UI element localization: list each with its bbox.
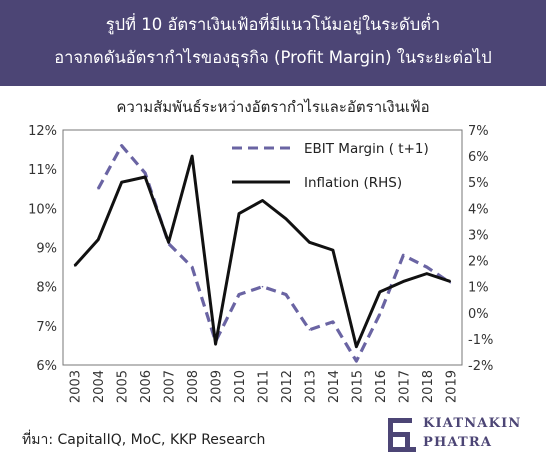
- ebit-margin-point: [402, 254, 405, 257]
- inflation-point: [238, 212, 240, 215]
- ebit-margin-point: [120, 144, 123, 147]
- y-right-tick-label: 6%: [468, 150, 489, 165]
- x-tick-label: 2012: [280, 370, 295, 403]
- x-tick-label: 2009: [210, 370, 225, 403]
- ebit-margin-point: [379, 313, 381, 315]
- kiatnakin-phatra-logo: KIATNAKIN PHATRA: [386, 414, 536, 458]
- inflation-point: [332, 249, 334, 251]
- inflation-point: [167, 241, 170, 244]
- y-left-tick-label: 7%: [36, 320, 57, 335]
- x-tick-label: 2019: [444, 370, 459, 403]
- inflation-point: [73, 264, 76, 267]
- legend-label: EBIT Margin ( t+1): [304, 141, 429, 157]
- x-tick-label: 2014: [327, 370, 342, 403]
- inflation-point: [120, 181, 123, 184]
- inflation-point: [144, 176, 146, 178]
- banner-title-line-2: อาจกดดันอัตรากำไรของธุรกิจ (Profit Margi…: [54, 48, 492, 67]
- x-tick-label: 2005: [116, 370, 131, 403]
- x-tick-label: 2016: [374, 370, 389, 403]
- inflation-point: [355, 345, 358, 348]
- plot-frame: [62, 129, 463, 366]
- y-right-tick-label: 7%: [468, 124, 489, 139]
- inflation-point: [261, 199, 264, 202]
- ebit-margin-point: [144, 172, 146, 174]
- ebit-margin-point: [191, 266, 193, 268]
- x-tick-label: 2007: [163, 370, 178, 403]
- x-tick-label: 2017: [397, 370, 412, 403]
- y-right-tick-label: 3%: [468, 228, 489, 243]
- inflation-point: [425, 272, 428, 275]
- ebit-margin-point: [425, 266, 428, 268]
- y-right-tick-label: 4%: [468, 202, 489, 217]
- legend-label: Inflation (RHS): [304, 175, 402, 191]
- y-right-tick-label: 0%: [468, 307, 489, 322]
- y-left-tick-label: 9%: [36, 242, 57, 257]
- inflation-point: [379, 291, 381, 293]
- y-left-tick-label: 12%: [28, 124, 57, 139]
- x-tick-label: 2015: [350, 370, 365, 403]
- y-left-tick-label: 6%: [36, 359, 57, 374]
- ebit-margin-point: [285, 293, 287, 296]
- inflation-point: [308, 241, 311, 244]
- y-left-tick-label: 8%: [36, 281, 57, 296]
- inflation-point: [449, 280, 452, 283]
- y-right-tick-label: 2%: [468, 255, 489, 270]
- inflation-point: [191, 155, 193, 157]
- y-left-tick-label: 10%: [28, 202, 57, 217]
- ebit-margin-point: [261, 285, 264, 288]
- x-tick-label: 2004: [92, 370, 107, 403]
- x-tick-label: 2010: [233, 370, 248, 403]
- x-tick-label: 2018: [421, 370, 436, 403]
- x-tick-label: 2008: [186, 370, 201, 403]
- ebit-margin-point: [238, 293, 240, 296]
- inflation-point: [402, 280, 405, 283]
- x-tick-label: 2006: [139, 370, 154, 403]
- y-left-tick-label: 11%: [28, 163, 57, 178]
- ebit-margin-point: [355, 360, 358, 362]
- x-tick-label: 2011: [257, 370, 272, 403]
- inflation-point: [97, 238, 100, 241]
- logo-text-line-2: PHATRA: [423, 435, 493, 450]
- x-tick-label: 2003: [69, 370, 84, 403]
- inflation-point: [214, 343, 217, 345]
- banner-title-line-1: รูปที่ 10 อัตราเงินเฟ้อที่มีแนวโน้มอยู่ใ…: [105, 15, 441, 34]
- ebit-margin-point: [308, 328, 311, 331]
- source-note: ที่มา: CapitalIQ, MoC, KKP Research: [22, 432, 266, 448]
- y-right-tick-label: -1%: [468, 333, 493, 348]
- ebit-margin-point: [97, 187, 100, 190]
- inflation-point: [285, 217, 287, 220]
- logo-text-line-1: KIATNAKIN: [423, 416, 522, 431]
- logo-mark-icon: [388, 418, 416, 452]
- ebit-margin-point: [332, 321, 334, 323]
- header-banner: รูปที่ 10 อัตราเงินเฟ้อที่มีแนวโน้มอยู่ใ…: [0, 0, 546, 86]
- y-right-tick-label: 5%: [468, 176, 489, 191]
- y-right-tick-label: -2%: [468, 359, 493, 374]
- y-right-tick-label: 1%: [468, 281, 489, 296]
- chart-title: ความสัมพันธ์ระหว่างอัตรากำไรและอัตราเงิน…: [116, 98, 430, 116]
- x-tick-label: 2013: [303, 370, 318, 403]
- ebit-margin-line: [96, 144, 452, 363]
